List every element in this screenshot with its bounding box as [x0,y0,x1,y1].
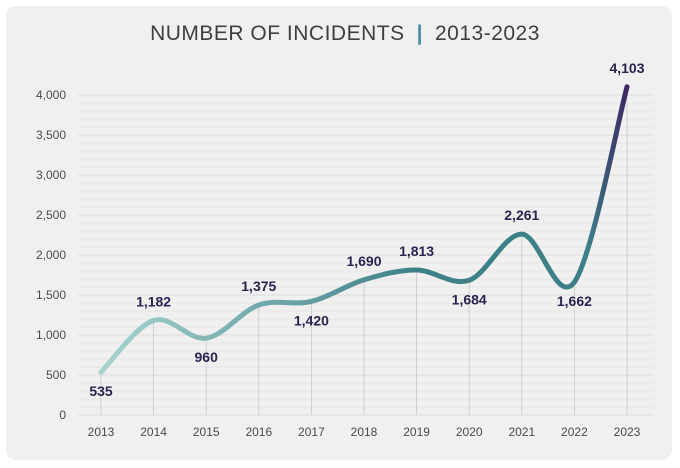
data-label: 1,690 [346,253,381,269]
data-label: 535 [89,383,113,399]
chart-panel [6,6,672,460]
incidents-series-line [98,84,630,375]
data-label: 1,375 [241,278,276,294]
data-labels: 535 1,182 960 1,375 1,420 1,690 1,813 1,684 2,26… [89,60,644,399]
x-tick-label: 2019 [403,425,430,439]
y-tick-label: 1,500 [36,288,66,302]
x-axis-ticks: 2013 2014 2015 2016 2017 2018 2019 2020 2021 2022… [88,425,641,439]
x-tick-label: 2018 [351,425,378,439]
x-tick-label: 2016 [245,425,272,439]
y-tick-label: 500 [46,368,66,382]
data-label: 960 [195,349,219,365]
x-tick-label: 2020 [456,425,483,439]
data-label: 1,684 [452,291,487,307]
x-tick-label: 2021 [508,425,535,439]
data-label: 1,813 [399,243,434,259]
y-tick-label: 0 [59,408,66,422]
title-separator: | [416,22,423,45]
x-tick-label: 2022 [561,425,588,439]
y-tick-label: 4,000 [36,88,66,102]
y-tick-label: 3,000 [36,168,66,182]
x-tick-label: 2014 [140,425,167,439]
data-label: 2,261 [504,207,539,223]
data-label: 1,182 [136,293,171,309]
data-label: 1,662 [557,293,592,309]
chart-subtitle: 2013-2023 [434,22,540,45]
drop-lines [100,86,628,415]
x-tick-label: 2023 [614,425,641,439]
data-label: 4,103 [609,60,644,76]
x-tick-label: 2017 [298,425,325,439]
y-tick-label: 2,000 [36,248,66,262]
y-tick-label: 1,000 [36,328,66,342]
chart-title-text: NUMBER OF INCIDENTS [150,22,405,45]
chart-title: NUMBER OF INCIDENTS | 2013-2023 [0,22,680,46]
y-tick-label: 2,500 [36,208,66,222]
x-tick-label: 2015 [193,425,220,439]
x-tick-label: 2013 [88,425,115,439]
y-tick-label: 3,500 [36,128,66,142]
data-label: 1,420 [294,312,329,328]
y-axis-ticks: 0 500 1,000 1,500 2,000 2,500 3,000 3,500 4,000 [36,88,66,422]
